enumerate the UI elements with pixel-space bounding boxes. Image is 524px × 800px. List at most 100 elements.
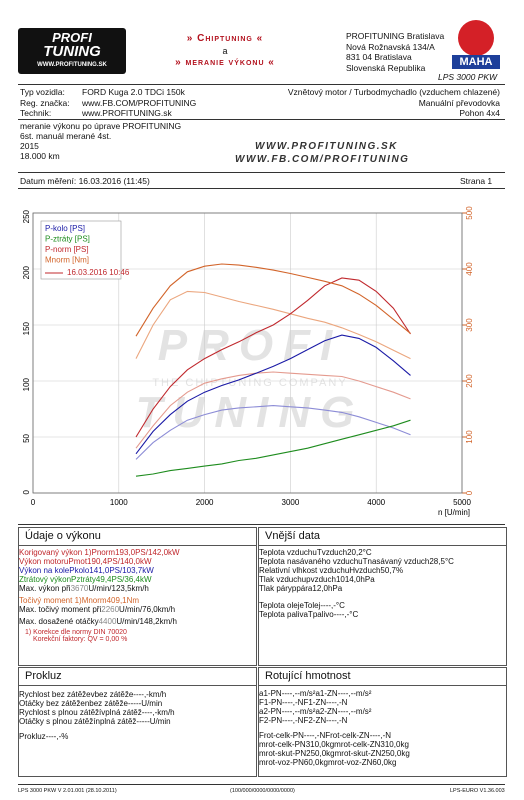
divider — [18, 172, 505, 173]
x-axis-label: n [U/min] — [438, 508, 470, 517]
row-sub: vzduch — [321, 548, 348, 557]
row: mrot-skut-PN250,0kgmrot-skut-ZN250,0kg — [259, 749, 506, 758]
row-v1: ----- — [127, 699, 142, 708]
date: Datum měření: 16.03.2016 (11:45) — [20, 176, 150, 186]
row-sub: norm — [96, 548, 116, 557]
row: Tlak vzduchupvzduch1014,0hPa — [259, 575, 506, 584]
row-v1: 1014,0 — [335, 575, 361, 584]
rule — [259, 685, 506, 686]
row-sym: P — [68, 557, 74, 566]
note: 18.000 km — [20, 151, 60, 161]
rule — [19, 685, 256, 686]
legend-entry: P-ztráty [PS] — [45, 235, 90, 244]
legend-entry: P-norm [PS] — [45, 245, 89, 254]
row-u2: m/s² — [355, 707, 372, 716]
row-v1: 49,4 — [95, 575, 112, 584]
x-tick-label: 1000 — [110, 498, 128, 507]
footer: (100/000/0000/0000/0000) — [230, 788, 295, 794]
row-sub: olej — [307, 601, 321, 610]
x-tick-label: 2000 — [196, 498, 214, 507]
row-u1: U/min — [119, 605, 140, 614]
x-tick-label: 5000 — [453, 498, 471, 507]
legend-entry: Mnorm [Nm] — [45, 256, 89, 265]
row-sym2: F — [325, 731, 331, 740]
rows: Teplota vzduchuTvzduch20,2°C Teplota nasá… — [259, 548, 506, 619]
row-label: Tlak páry — [259, 584, 292, 593]
row-v2: 148,2 — [139, 617, 160, 626]
divider — [18, 784, 505, 785]
row-u1: PS — [111, 575, 123, 584]
row-v1: ----,- — [133, 690, 149, 699]
row-group: Max. dosažené otáčky4400U/min/148,2km/h — [19, 617, 256, 626]
row: Teplota palivaTpalivo----,-°C — [259, 610, 506, 619]
row-v1: 50,7 — [380, 566, 396, 575]
row-v1: ----,- — [333, 610, 350, 619]
row-sym2: a — [315, 689, 320, 698]
address-line: Nová Rožnavská 134/A — [346, 41, 435, 52]
row-u2: m/s² — [355, 689, 372, 698]
row-label: Relativní vlhkost vzduchu — [259, 566, 350, 575]
row-sub: vzduch — [310, 575, 336, 584]
series-line — [135, 405, 411, 460]
row-group: Teplota olejeTolej----,-°C Teplota paliva… — [259, 601, 506, 619]
row-u2: kg — [387, 758, 397, 767]
row-sym2: m — [334, 740, 341, 749]
row: Teplota vzduchuTvzduch20,2°C — [259, 548, 506, 557]
row-u1: % — [395, 566, 404, 575]
row-sym: F — [259, 731, 264, 740]
row-v1: ----,-- — [281, 707, 300, 716]
row-label: Tlak vzduchu — [259, 575, 307, 584]
row-sym: n — [95, 717, 100, 726]
row-sym: m — [259, 749, 266, 758]
row-v1: 409,1 — [106, 596, 127, 605]
row-u1: U/min — [149, 717, 171, 726]
row-sub2: 2-ZN — [308, 716, 327, 725]
row-v1: 250,0 — [306, 749, 327, 758]
row-sep: / — [109, 584, 112, 593]
row-u1: PS — [135, 548, 146, 557]
row-group: Korigovaný výkon 1)Pnorm193,0PS/142,0kW V… — [19, 548, 256, 593]
row-u1: PS — [107, 557, 118, 566]
row-u1: °C — [444, 557, 454, 566]
row-sym: v — [101, 708, 106, 717]
y2-tick-label: 0 — [465, 490, 474, 495]
row: Prokluz----,-% — [19, 732, 256, 741]
row-u2: N — [341, 716, 348, 725]
row-sub: rot-voz-PN — [265, 758, 304, 767]
row-label: Točivý moment 1) — [19, 596, 82, 605]
row-sub2: 1-ZN — [319, 689, 338, 698]
row-sym: F — [259, 716, 264, 725]
plot-frame — [32, 212, 463, 494]
row-v1: 4400 — [98, 617, 117, 626]
row-u2: km/h — [157, 605, 176, 614]
row-sub: bez zátěže — [94, 690, 134, 699]
row-u1: km/h — [148, 690, 167, 699]
row-sub2: 2-ZN — [319, 707, 338, 716]
row-v1: 3670 — [70, 584, 89, 593]
row-group: Frot-celk-PN----,-NFrot-celk-ZN----,-N mr… — [259, 731, 506, 767]
footer: LPS-EURO V1.36.003 — [450, 788, 505, 794]
row-sym: p — [306, 575, 311, 584]
vehicle-spec: Vznětový motor / Turbodmychadlo (vzduche… — [287, 87, 500, 97]
divider — [18, 524, 505, 525]
y-tick-label: 200 — [22, 265, 31, 279]
row-v2: 103,7 — [122, 566, 143, 575]
y2-tick-label: 500 — [465, 206, 474, 220]
y-tick-label: 0 — [22, 489, 31, 494]
y-tick-label: 50 — [22, 433, 31, 442]
row: mrot-voz-PN60,0kgmrot-voz-ZN60,0kg — [259, 758, 506, 767]
row-label: Max. výkon při — [19, 584, 71, 593]
row-sep: / — [120, 566, 123, 575]
row-sym: T — [303, 601, 308, 610]
row-u1: % — [61, 732, 69, 741]
row-sub: rot-celk-PN — [265, 740, 306, 749]
row-v2: ----,-- — [337, 707, 356, 716]
row-u2: kW — [142, 566, 154, 575]
row-u1: U/min — [141, 699, 163, 708]
y-tick-label: 150 — [22, 321, 31, 335]
field-value: www.FB.COM/PROFITUNING — [82, 97, 197, 108]
row-v1: ----,- — [282, 716, 298, 725]
row-sub: 2-PN — [263, 707, 282, 716]
performance-box: Údaje o výkonu Korigovaný výkon 1)Pnorm1… — [18, 527, 257, 666]
